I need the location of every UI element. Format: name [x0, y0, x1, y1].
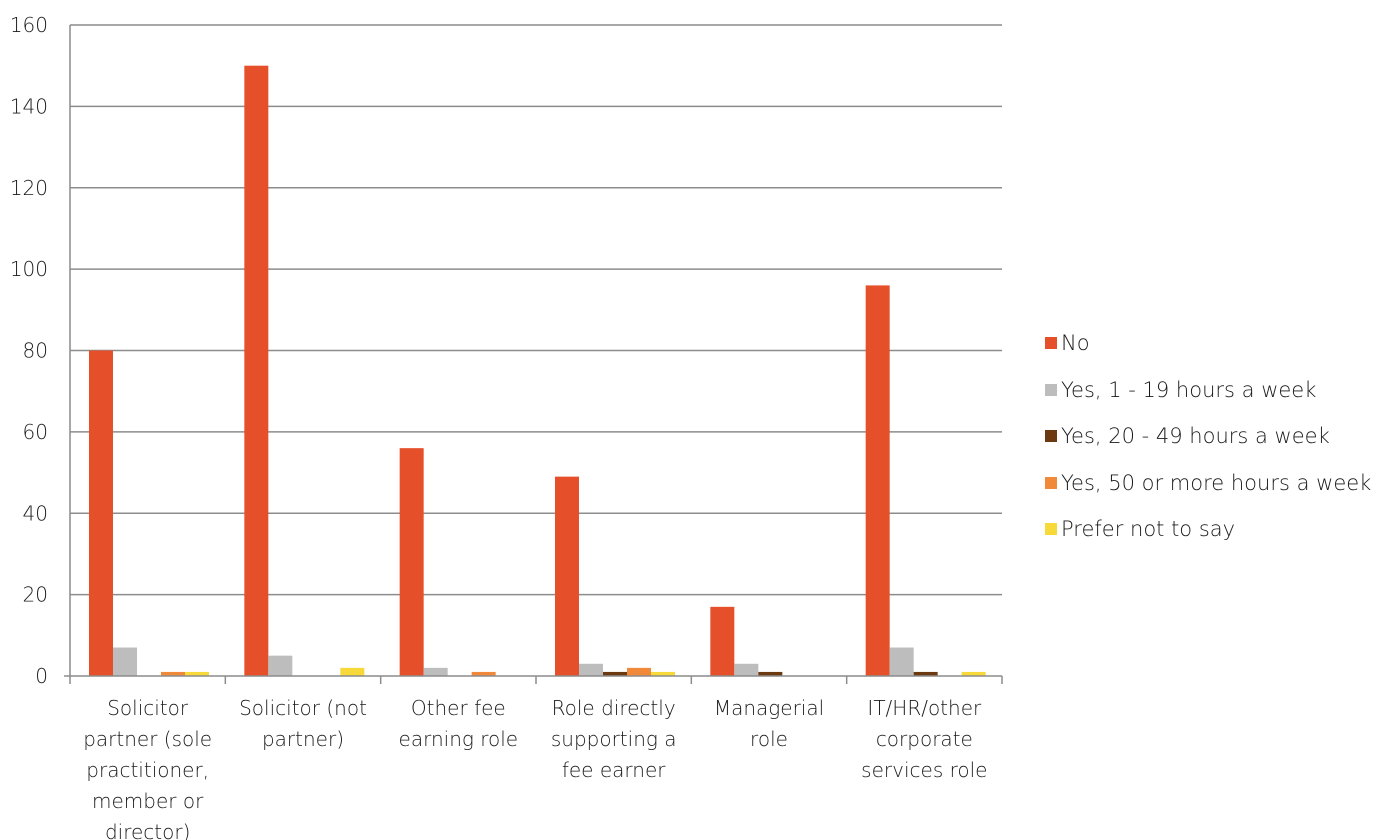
legend-label: No — [1061, 331, 1090, 356]
y-tick-label: 80 — [23, 339, 48, 363]
bar-yes-1-19-hours-a-week-3 — [579, 663, 603, 676]
y-tick-label: 60 — [23, 420, 48, 444]
legend-label: Prefer not to say — [1061, 517, 1236, 542]
bar-yes-50-or-more-hours-a-week-3 — [627, 667, 651, 676]
x-axis-category-labels: Solicitor partner (sole practitioner, membe… — [83, 696, 987, 840]
y-tick-label: 120 — [10, 176, 48, 200]
y-tick-label: 100 — [10, 257, 48, 281]
bar-yes-1-19-hours-a-week-2 — [423, 667, 448, 676]
bar-yes-50-or-more-hours-a-week-0 — [161, 671, 185, 676]
x-category-label: services role — [861, 758, 987, 782]
legend-item: Prefer not to say — [1045, 506, 1371, 553]
legend: No Yes, 1 - 19 hours a week Yes, 20 - 49 h… — [1045, 320, 1371, 553]
bar-yes-1-19-hours-a-week-1 — [268, 655, 293, 676]
bar-no-1 — [244, 65, 269, 676]
legend-label: Yes, 1 - 19 hours a week — [1061, 377, 1317, 402]
bar-yes-1-19-hours-a-week-5 — [889, 647, 914, 676]
y-tick-label: 0 — [35, 664, 48, 688]
y-tick-label: 140 — [10, 94, 48, 118]
legend-label: Yes, 20 - 49 hours a week — [1061, 424, 1330, 449]
bar-no-5 — [865, 285, 890, 676]
bar-yes-20-49-hours-a-week-3 — [603, 671, 627, 676]
legend-swatch — [1045, 476, 1057, 489]
x-category-label: IT/HR/other — [867, 696, 982, 720]
x-category-label: Managerial — [714, 696, 824, 720]
bar-no-2 — [399, 448, 424, 676]
legend-item: Yes, 50 or more hours a week — [1045, 460, 1371, 507]
x-category-label: earning role — [399, 727, 519, 751]
x-category-label: practitioner, — [86, 758, 209, 782]
bar-yes-20-49-hours-a-week-5 — [913, 671, 938, 676]
x-category-label: Role directly — [552, 696, 676, 720]
x-category-label: role — [750, 727, 788, 751]
legend-item: No — [1045, 320, 1371, 367]
x-category-label: Solicitor (not — [239, 696, 367, 720]
bar-no-4 — [710, 606, 735, 676]
y-tick-label: 160 — [10, 13, 48, 37]
x-category-label: partner (sole — [83, 727, 212, 751]
bars — [89, 65, 986, 676]
x-category-label: partner) — [262, 727, 344, 751]
legend-swatch — [1045, 430, 1057, 443]
y-tick-label: 20 — [23, 583, 48, 607]
legend-swatch — [1045, 337, 1057, 350]
x-category-label: corporate — [876, 727, 973, 751]
y-tick-label: 40 — [23, 501, 48, 525]
x-category-label: Solicitor — [107, 696, 189, 720]
gridlines — [70, 24, 1002, 596]
x-category-label: Other fee — [411, 696, 506, 720]
bar-prefer-not-to-say-5 — [961, 671, 986, 676]
bar-yes-1-19-hours-a-week-0 — [113, 647, 137, 676]
bar-no-3 — [555, 476, 579, 676]
axes — [64, 25, 1003, 684]
x-category-label: member or — [92, 789, 204, 813]
legend-item: Yes, 20 - 49 hours a week — [1045, 413, 1371, 460]
x-category-label: supporting a — [551, 727, 677, 751]
bar-yes-20-49-hours-a-week-4 — [758, 671, 783, 676]
y-axis-tick-labels: 0 20 40 60 80 100 120 140 160 — [10, 13, 48, 688]
bar-prefer-not-to-say-3 — [651, 671, 675, 676]
legend-swatch — [1045, 523, 1057, 536]
bar-no-0 — [89, 350, 113, 676]
legend-item: Yes, 1 - 19 hours a week — [1045, 367, 1371, 414]
bar-prefer-not-to-say-1 — [340, 667, 365, 676]
x-category-label: fee earner — [562, 758, 666, 782]
legend-swatch — [1045, 383, 1057, 396]
bar-yes-1-19-hours-a-week-4 — [734, 663, 759, 676]
x-category-label: director) — [105, 820, 190, 840]
legend-label: Yes, 50 or more hours a week — [1061, 470, 1372, 495]
bar-yes-50-or-more-hours-a-week-2 — [471, 671, 496, 676]
bar-prefer-not-to-say-0 — [185, 671, 209, 676]
